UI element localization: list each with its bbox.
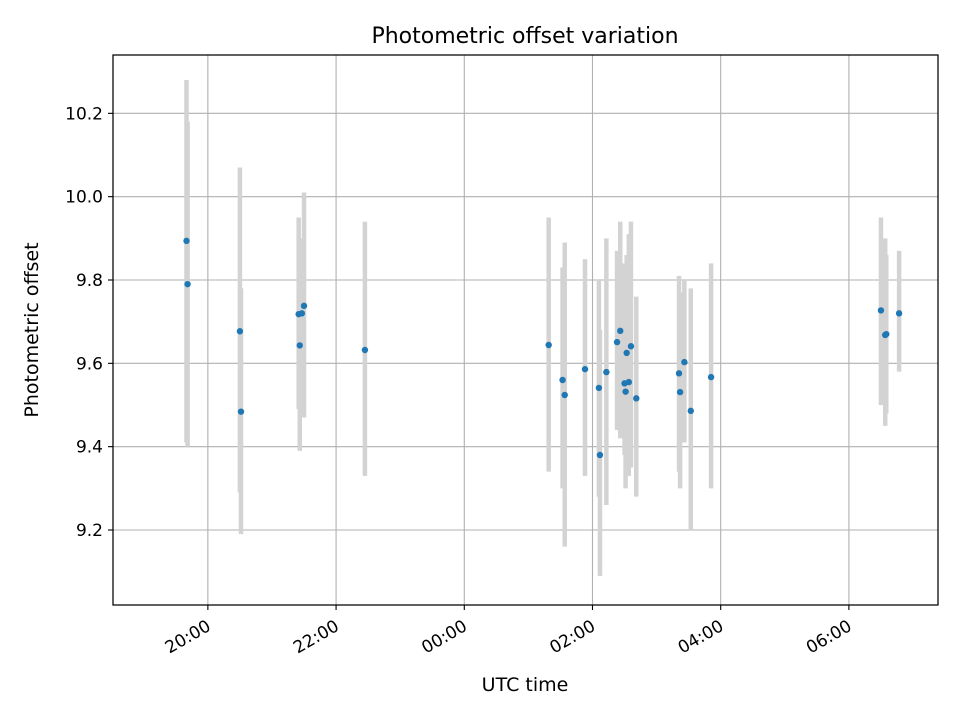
data-point <box>596 451 604 459</box>
data-point <box>627 343 635 350</box>
data-point <box>625 378 633 386</box>
y-tick-label: 9.4 <box>76 438 103 458</box>
data-point <box>681 358 688 366</box>
data-point <box>545 341 552 349</box>
y-axis-label: Photometric offset <box>21 242 43 417</box>
data-point <box>613 338 621 346</box>
y-tick-label: 9.2 <box>76 521 103 541</box>
data-point <box>675 370 683 377</box>
data-point <box>559 376 566 384</box>
data-point <box>883 330 890 338</box>
data-point <box>298 310 306 317</box>
data-point <box>361 346 369 354</box>
data-point <box>561 391 568 399</box>
data-point <box>300 302 308 310</box>
data-point <box>184 280 191 288</box>
data-point <box>676 388 684 396</box>
y-tick-label: 9.8 <box>76 271 103 291</box>
y-tick-label: 10.0 <box>65 188 103 208</box>
data-point <box>617 327 624 335</box>
data-point <box>623 349 630 357</box>
x-axis-label: UTC time <box>482 674 569 696</box>
y-tick-label: 9.6 <box>76 354 103 374</box>
data-point <box>633 395 640 402</box>
grid-layer <box>113 55 938 605</box>
data-point <box>296 342 303 349</box>
data-point <box>183 237 190 245</box>
data-point <box>603 368 610 376</box>
data-point <box>687 407 694 415</box>
marker-layer <box>183 237 903 459</box>
data-point <box>236 328 244 335</box>
data-point <box>707 373 715 381</box>
y-axis-ticks: 9.2 9.4 9.6 9.8 10.0 10.2 <box>65 104 113 541</box>
data-point <box>237 408 245 415</box>
y-tick-label: 10.2 <box>65 104 103 124</box>
data-point <box>595 384 603 392</box>
plot-frame <box>112 54 939 606</box>
chart-title: Photometric offset variation <box>371 24 678 49</box>
data-point <box>622 388 629 395</box>
data-point <box>895 310 903 317</box>
data-point <box>877 307 885 314</box>
data-point <box>581 365 589 373</box>
